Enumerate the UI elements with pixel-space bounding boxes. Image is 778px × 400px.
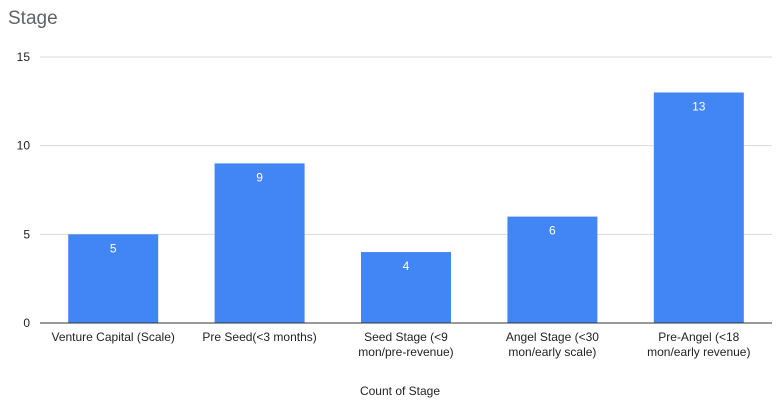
bar-value-label: 5	[110, 241, 117, 255]
bar-value-label: 9	[256, 170, 263, 184]
y-tick-label: 15	[17, 50, 31, 64]
bars	[68, 92, 744, 323]
x-axis-label: Count of Stage	[360, 384, 440, 398]
y-tick-label: 5	[23, 227, 30, 241]
bar	[214, 163, 305, 323]
x-tick-label: Seed Stage (<9 mon/pre-revenue)	[358, 330, 453, 359]
chart-title: Stage	[8, 8, 58, 29]
bar	[653, 92, 744, 323]
x-tick-label: Venture Capital (Scale)	[51, 330, 174, 344]
y-tick-label: 0	[23, 316, 30, 330]
grid-lines	[40, 56, 772, 235]
bar-value-label: 4	[403, 259, 410, 273]
x-axis-ticks: Venture Capital (Scale) Pre Seed(<3 month…	[51, 330, 750, 359]
bar	[361, 252, 451, 323]
value-labels: 5 9 4 6 13	[110, 99, 706, 273]
x-tick-label: Pre Seed(<3 months)	[202, 330, 316, 344]
x-tick-label: Pre-Angel (<18 mon/early revenue)	[647, 330, 750, 359]
bar-value-label: 6	[549, 224, 556, 238]
y-tick-label: 10	[17, 139, 31, 153]
bar	[507, 216, 598, 323]
bar	[68, 234, 159, 323]
y-axis-ticks: 0 5 10 15	[17, 50, 31, 330]
x-tick-label: Angel Stage (<30 mon/early scale)	[506, 330, 599, 359]
bar-value-label: 13	[692, 99, 706, 113]
